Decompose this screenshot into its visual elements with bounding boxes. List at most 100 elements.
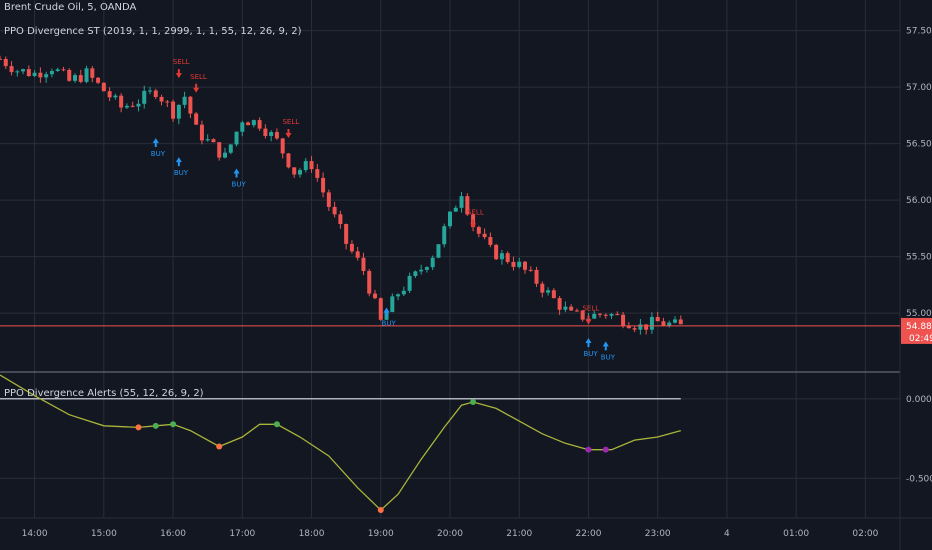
price-tick-label: 56.500 <box>906 140 932 150</box>
divergence-marker <box>273 421 280 428</box>
candle-body <box>505 253 510 262</box>
candle-body <box>38 72 43 78</box>
candle-body <box>609 314 614 316</box>
time-tick-label: 01:00 <box>783 529 809 539</box>
candle-body <box>44 74 49 78</box>
ppo-line <box>0 374 681 514</box>
candle-body <box>367 270 372 294</box>
candle-body <box>448 211 452 227</box>
candle-body <box>667 322 672 326</box>
buy-arrow-icon <box>152 137 159 147</box>
candle-body <box>419 269 424 272</box>
candle-body <box>563 306 568 310</box>
candle-body <box>661 321 666 326</box>
candle-body <box>517 261 522 267</box>
candle-body <box>626 325 631 329</box>
candle-body <box>78 75 83 82</box>
candle-body <box>557 298 562 310</box>
candle-body <box>298 170 302 175</box>
sell-label: SELL <box>190 73 207 81</box>
candle-body <box>234 131 239 145</box>
candle-body <box>621 314 626 326</box>
candle-body <box>49 70 54 75</box>
candle-body <box>349 243 354 252</box>
candle-body <box>499 253 504 260</box>
time-tick-label: 14:00 <box>22 529 48 539</box>
candle-body <box>465 196 470 215</box>
divergence-marker <box>216 443 223 450</box>
candle-body <box>274 132 279 139</box>
candle-body <box>355 251 360 258</box>
candle-body <box>511 261 516 267</box>
sell-label: SELL <box>282 118 299 126</box>
candle-body <box>211 139 216 143</box>
buy-label: BUY <box>382 319 397 327</box>
price-tick-label: 57.500 <box>906 27 932 37</box>
candle-body <box>540 283 545 293</box>
candle-body <box>90 68 95 78</box>
indicator-legend-main[interactable]: PPO Divergence ST (2019, 1, 1, 2999, 1, … <box>4 26 302 37</box>
divergence-marker <box>470 399 477 406</box>
candles[interactable] <box>0 55 683 335</box>
candle-body <box>453 207 458 212</box>
sell-arrow-icon <box>585 315 592 325</box>
candle-body <box>603 314 608 316</box>
price-tick-label: 57.000 <box>906 83 932 93</box>
candle-body <box>286 153 291 168</box>
candle-body <box>482 233 487 238</box>
candle-body <box>171 101 176 119</box>
candle-body <box>569 306 574 311</box>
time-tick-label: 23:00 <box>645 529 671 539</box>
candle-body <box>240 122 245 132</box>
candle-body <box>632 328 637 330</box>
candle-body <box>96 77 101 83</box>
candle-body <box>21 69 26 72</box>
candle-body <box>84 68 89 82</box>
candle-body <box>551 290 556 299</box>
candle-body <box>459 196 464 208</box>
candle-body <box>9 66 14 73</box>
candle-body <box>673 319 677 323</box>
candle-body <box>280 138 285 154</box>
candle-body <box>55 69 60 71</box>
buy-label: BUY <box>232 180 247 188</box>
time-tick-label: 20:00 <box>437 529 463 539</box>
last-price-badge <box>901 317 932 344</box>
indicator-legend-sub[interactable]: PPO Divergence Alerts (55, 12, 26, 9, 2) <box>4 388 204 399</box>
candle-body <box>246 122 251 126</box>
candle-body <box>159 96 164 102</box>
candle-body <box>373 293 377 299</box>
candle-body <box>592 313 597 319</box>
candle-body <box>0 58 2 60</box>
candle-body <box>107 91 112 98</box>
candle-body <box>119 95 124 108</box>
candle-body <box>15 71 20 73</box>
candle-body <box>332 206 337 215</box>
sell-arrow-icon <box>193 83 200 93</box>
sell-arrow-icon <box>285 128 292 138</box>
buy-label: BUY <box>174 169 189 177</box>
candle-body <box>292 167 297 175</box>
candle-body <box>494 244 499 260</box>
time-tick-label: 22:00 <box>575 529 601 539</box>
price-tick-label: 55.000 <box>906 309 932 319</box>
symbol-legend[interactable]: Brent Crude Oil, 5, OANDA <box>4 2 137 13</box>
candle-body <box>442 226 447 245</box>
time-tick-label: 02:00 <box>852 529 878 539</box>
candle-body <box>124 105 129 108</box>
time-tick-label: 4 <box>724 529 730 539</box>
candle-body <box>655 316 660 322</box>
candle-body <box>217 142 222 158</box>
candle-body <box>130 105 135 107</box>
divergence-marker <box>170 421 177 428</box>
candle-body <box>488 237 493 245</box>
sell-label: SELL <box>173 58 190 66</box>
divergence-marker <box>135 424 142 431</box>
divergence-marker <box>585 446 592 453</box>
candle-body <box>176 104 181 119</box>
time-tick-label: 16:00 <box>160 529 186 539</box>
candle-body <box>344 223 349 244</box>
